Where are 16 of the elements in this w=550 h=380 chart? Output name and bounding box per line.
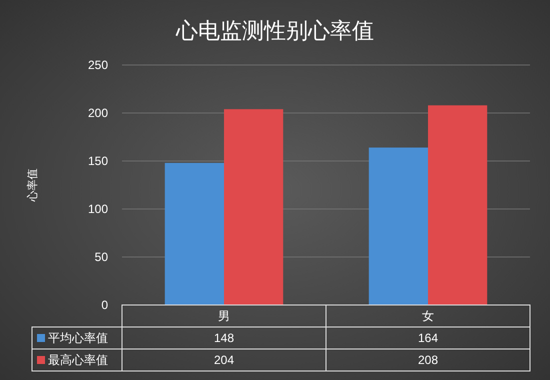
legend-label: 平均心率值 — [48, 331, 108, 346]
x-tick-label: 女 — [422, 309, 434, 324]
y-tick-label: 0 — [101, 298, 108, 312]
y-tick-label: 150 — [88, 154, 108, 168]
y-tick-label: 200 — [88, 106, 108, 120]
data-label: 148 — [214, 331, 234, 346]
y-tick-label: 250 — [88, 58, 108, 72]
data-label: 208 — [418, 353, 438, 368]
data-label: 164 — [418, 331, 438, 346]
chart-title: 心电监测性别心率值 — [175, 18, 374, 43]
data-label: 204 — [214, 353, 234, 368]
y-axis-title: 心率值 — [26, 168, 39, 202]
y-tick-label: 100 — [88, 202, 108, 216]
legend-label: 最高心率值 — [48, 353, 108, 368]
y-tick-label: 50 — [94, 250, 108, 264]
x-tick-label: 男 — [218, 309, 230, 324]
